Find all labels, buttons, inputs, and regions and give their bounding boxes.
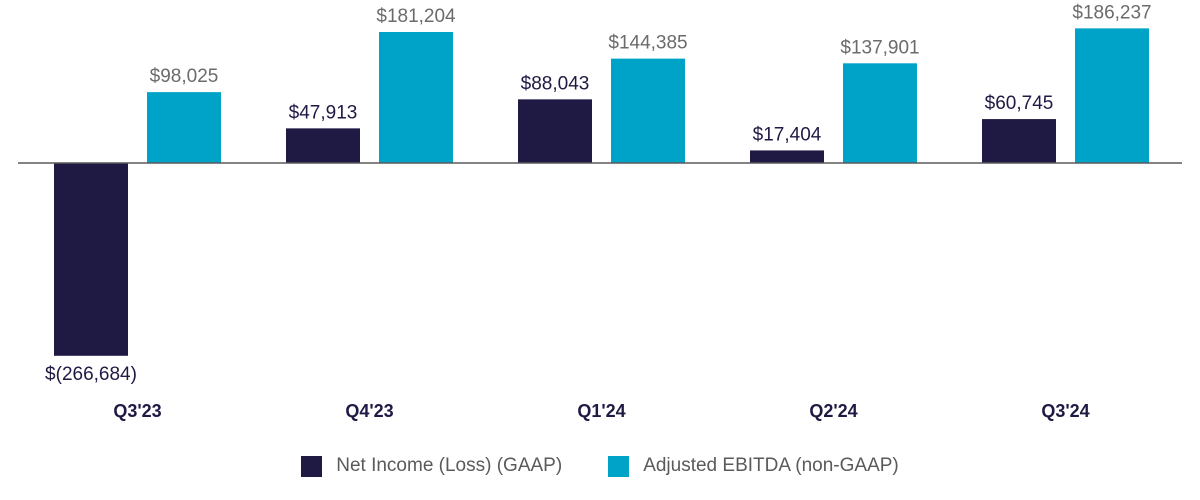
legend: Net Income (Loss) (GAAP) Adjusted EBITDA… — [0, 448, 1200, 484]
bar-net-income-loss-gaap-q1-24[interactable] — [518, 99, 592, 163]
bar-adjusted-ebitda-non-gaap-q2-24[interactable] — [843, 63, 917, 164]
value-label-net-income-loss-gaap-q3-23: $(266,684) — [45, 364, 137, 385]
category-label-q2-24: Q2'24 — [809, 401, 857, 421]
value-label-adjusted-ebitda-non-gaap-q4-23: $181,204 — [376, 6, 456, 27]
legend-item-net-income[interactable]: Net Income (Loss) (GAAP) — [301, 455, 562, 477]
bar-adjusted-ebitda-non-gaap-q3-23[interactable] — [147, 92, 221, 163]
bar-adjusted-ebitda-non-gaap-q1-24[interactable] — [611, 58, 685, 163]
bar-adjusted-ebitda-non-gaap-q4-23[interactable] — [379, 32, 453, 163]
bar-net-income-loss-gaap-q2-24[interactable] — [750, 150, 824, 163]
bar-net-income-loss-gaap-q4-23[interactable] — [286, 128, 360, 163]
category-label-q3-23: Q3'23 — [113, 401, 161, 421]
value-label-adjusted-ebitda-non-gaap-q3-24: $186,237 — [1072, 2, 1151, 23]
bars-layer — [54, 28, 1149, 356]
category-label-q1-24: Q1'24 — [577, 401, 625, 421]
value-label-net-income-loss-gaap-q4-23: $47,913 — [289, 102, 358, 123]
legend-label-adjusted-ebitda: Adjusted EBITDA (non-GAAP) — [643, 455, 899, 476]
bar-net-income-loss-gaap-q3-23[interactable] — [54, 163, 128, 356]
value-label-net-income-loss-gaap-q2-24: $17,404 — [753, 124, 822, 145]
value-label-adjusted-ebitda-non-gaap-q2-24: $137,901 — [840, 37, 919, 58]
value-label-net-income-loss-gaap-q1-24: $88,043 — [521, 73, 590, 94]
value-label-adjusted-ebitda-non-gaap-q3-23: $98,025 — [150, 66, 219, 87]
legend-item-adjusted-ebitda[interactable]: Adjusted EBITDA (non-GAAP) — [608, 455, 899, 477]
bar-adjusted-ebitda-non-gaap-q3-24[interactable] — [1075, 28, 1149, 163]
legend-label-net-income: Net Income (Loss) (GAAP) — [336, 455, 563, 476]
value-label-adjusted-ebitda-non-gaap-q1-24: $144,385 — [608, 33, 687, 54]
legend-swatch-net-income — [301, 455, 323, 477]
category-label-q3-24: Q3'24 — [1041, 401, 1089, 421]
category-label-q4-23: Q4'23 — [345, 401, 393, 421]
value-label-net-income-loss-gaap-q3-24: $60,745 — [985, 93, 1054, 114]
legend-swatch-adjusted-ebitda — [608, 455, 630, 477]
labels-layer: $(266,684) $98,025 Q3'23 $47,913 $181,204 Q4'… — [45, 2, 1152, 421]
bar-net-income-loss-gaap-q3-24[interactable] — [982, 119, 1056, 163]
bar-chart: $(266,684) $98,025 Q3'23 $47,913 $181,204 Q4'… — [18, 2, 1182, 421]
